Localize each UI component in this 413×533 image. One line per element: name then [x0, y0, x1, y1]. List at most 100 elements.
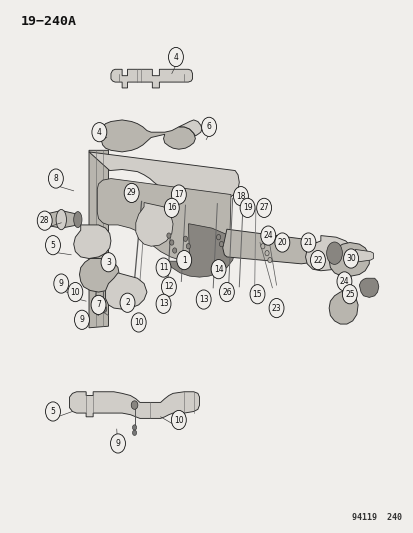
Circle shape — [132, 430, 136, 435]
Circle shape — [183, 236, 187, 241]
Ellipse shape — [56, 209, 66, 230]
Text: 24: 24 — [263, 231, 273, 240]
Text: 4: 4 — [173, 53, 178, 61]
Circle shape — [219, 282, 234, 302]
Text: 28: 28 — [40, 216, 49, 225]
Polygon shape — [354, 249, 373, 262]
Polygon shape — [222, 229, 325, 264]
Text: 26: 26 — [221, 288, 231, 296]
Text: 9: 9 — [115, 439, 120, 448]
Text: 19: 19 — [242, 204, 252, 212]
Circle shape — [120, 293, 135, 312]
Circle shape — [300, 233, 315, 252]
Polygon shape — [89, 152, 239, 205]
Circle shape — [54, 274, 69, 293]
Polygon shape — [328, 243, 368, 324]
Circle shape — [274, 233, 289, 252]
Text: 12: 12 — [164, 282, 173, 291]
Text: 24: 24 — [339, 277, 349, 286]
Text: 22: 22 — [313, 256, 322, 264]
Text: 3: 3 — [106, 258, 111, 266]
Polygon shape — [135, 203, 173, 246]
Circle shape — [95, 306, 100, 312]
Circle shape — [268, 298, 283, 318]
Circle shape — [168, 47, 183, 67]
Circle shape — [37, 211, 52, 230]
Circle shape — [132, 425, 136, 430]
Text: 10: 10 — [70, 288, 80, 296]
Polygon shape — [89, 150, 108, 328]
Circle shape — [267, 257, 271, 263]
Ellipse shape — [326, 242, 342, 264]
Circle shape — [92, 298, 97, 304]
Circle shape — [92, 123, 107, 142]
Circle shape — [256, 198, 271, 217]
Text: 6: 6 — [206, 123, 211, 131]
Circle shape — [124, 183, 139, 203]
Polygon shape — [97, 179, 230, 261]
Circle shape — [196, 290, 211, 309]
Circle shape — [171, 185, 186, 204]
Circle shape — [48, 169, 63, 188]
Circle shape — [45, 236, 60, 255]
Text: 7: 7 — [96, 301, 101, 309]
Text: 1: 1 — [181, 256, 186, 264]
Circle shape — [131, 313, 146, 332]
Text: 8: 8 — [53, 174, 58, 183]
Text: 18: 18 — [236, 192, 245, 200]
Circle shape — [219, 241, 223, 247]
Circle shape — [343, 249, 358, 268]
Circle shape — [101, 253, 116, 272]
Text: 11: 11 — [159, 263, 168, 272]
Text: 5: 5 — [50, 407, 55, 416]
Polygon shape — [69, 392, 199, 418]
Circle shape — [161, 277, 176, 296]
Circle shape — [156, 258, 171, 277]
Text: 23: 23 — [271, 304, 281, 312]
Text: 10: 10 — [133, 318, 143, 327]
Circle shape — [169, 240, 173, 245]
Circle shape — [233, 187, 248, 206]
Circle shape — [102, 306, 107, 312]
Text: 25: 25 — [344, 290, 354, 298]
Circle shape — [264, 251, 268, 256]
Polygon shape — [101, 120, 195, 152]
Text: 4: 4 — [97, 128, 102, 136]
Circle shape — [249, 285, 264, 304]
Polygon shape — [166, 224, 235, 277]
Text: 16: 16 — [166, 204, 176, 212]
Text: 21: 21 — [303, 238, 312, 247]
Text: 20: 20 — [277, 238, 287, 247]
Polygon shape — [45, 211, 78, 228]
Ellipse shape — [74, 212, 82, 228]
Text: 19−240A: 19−240A — [21, 15, 76, 28]
Text: 9: 9 — [59, 279, 64, 288]
Text: 5: 5 — [50, 241, 55, 249]
Text: 30: 30 — [345, 254, 355, 263]
Circle shape — [201, 117, 216, 136]
Text: 17: 17 — [173, 190, 183, 199]
Circle shape — [211, 260, 225, 279]
Text: 14: 14 — [213, 265, 223, 273]
Text: 94119  240: 94119 240 — [351, 513, 401, 522]
Polygon shape — [74, 225, 111, 259]
Text: 2: 2 — [125, 298, 130, 307]
Circle shape — [260, 226, 275, 245]
Circle shape — [172, 248, 176, 253]
Circle shape — [68, 282, 83, 302]
Polygon shape — [178, 120, 202, 136]
Text: 13: 13 — [198, 295, 208, 304]
Circle shape — [216, 235, 220, 240]
Polygon shape — [358, 278, 378, 297]
Circle shape — [186, 244, 190, 249]
Text: 15: 15 — [252, 290, 262, 298]
Circle shape — [156, 294, 171, 313]
Polygon shape — [79, 259, 119, 292]
Circle shape — [45, 402, 60, 421]
Polygon shape — [305, 236, 352, 271]
Text: 29: 29 — [126, 189, 136, 197]
Circle shape — [91, 295, 106, 314]
Circle shape — [131, 401, 138, 409]
Circle shape — [260, 244, 264, 249]
Text: 9: 9 — [79, 316, 84, 324]
